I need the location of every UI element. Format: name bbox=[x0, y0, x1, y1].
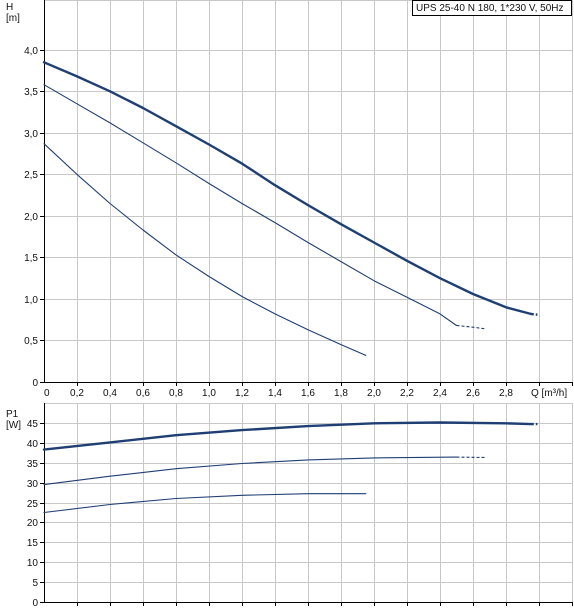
series-line-1 bbox=[42, 61, 532, 316]
x-tick-label: 1,2 bbox=[235, 388, 249, 399]
series-dashed-extension-1 bbox=[530, 312, 538, 316]
y-tick-label: 45 bbox=[27, 419, 39, 430]
y-tick-label: 2,0 bbox=[24, 212, 38, 223]
y-tick-label: 3,0 bbox=[24, 129, 38, 140]
y-tick-label: 1,5 bbox=[24, 253, 38, 264]
x-tick-label: 0 bbox=[44, 388, 50, 399]
x-tick-label: 0,8 bbox=[169, 388, 183, 399]
x-tick-label: 1,4 bbox=[268, 388, 282, 399]
y-tick-label: 10 bbox=[27, 558, 39, 569]
grid-layer bbox=[44, 0, 573, 602]
x-axis-title: Q [m³/h] bbox=[531, 388, 567, 399]
series-dashed-extension-2 bbox=[456, 324, 487, 330]
chart-title-box bbox=[412, 0, 572, 16]
chart-title: UPS 25-40 N 180, 1*230 V, 50Hz bbox=[416, 3, 564, 14]
series-layer bbox=[42, 61, 538, 514]
x-tick-label: 2,2 bbox=[400, 388, 414, 399]
x-tick-label: 0,4 bbox=[103, 388, 117, 399]
y-tick-label: 4,0 bbox=[24, 46, 38, 57]
y-tick-label: 5 bbox=[32, 578, 38, 589]
y-tick-label: 0 bbox=[32, 378, 38, 389]
y-tick-label: 1,0 bbox=[24, 295, 38, 306]
x-tick-label: 1,8 bbox=[334, 388, 348, 399]
series-line-2 bbox=[43, 456, 458, 486]
text-layer: 0 0,5 1,0 1,5 2,0 2,5 3,0 3,5 4,0 H[m] 0 0,2 0,4 0,6 0… bbox=[6, 0, 572, 609]
x-tick-label: 2,0 bbox=[367, 388, 381, 399]
series-line-1 bbox=[42, 421, 532, 451]
x-tick-label: 1,6 bbox=[301, 388, 315, 399]
y-tick-label: 0,5 bbox=[24, 336, 38, 347]
y-tick-label: 2,5 bbox=[24, 170, 38, 181]
x-tick-label: 2,6 bbox=[466, 388, 480, 399]
y-tick-label: 3,5 bbox=[24, 87, 38, 98]
x-tick-label: 1,0 bbox=[202, 388, 216, 399]
y-tick-label: 20 bbox=[27, 518, 39, 529]
y-tick-label: 0 bbox=[32, 598, 38, 609]
axes-layer bbox=[40, 0, 573, 606]
y-tick-label: 30 bbox=[27, 479, 39, 490]
x-tick-label: 2,4 bbox=[433, 388, 447, 399]
y-tick-label: 35 bbox=[27, 459, 39, 470]
y-tick-label: 40 bbox=[27, 439, 39, 450]
y-axis-title: H bbox=[6, 2, 13, 13]
x-tick-label: 2,8 bbox=[499, 388, 513, 399]
y-axis-title: [m] bbox=[6, 13, 20, 24]
y-tick-label: 25 bbox=[27, 499, 39, 510]
x-tick-label: 0,2 bbox=[70, 388, 84, 399]
series-line-3 bbox=[43, 493, 367, 514]
x-tick-label: 0,6 bbox=[136, 388, 150, 399]
series-line-3 bbox=[43, 143, 367, 356]
y-tick-label: 15 bbox=[27, 538, 39, 549]
y-axis-title: [W] bbox=[6, 420, 21, 431]
series-line-2 bbox=[43, 84, 458, 327]
y-axis-title: P1 bbox=[6, 409, 19, 420]
